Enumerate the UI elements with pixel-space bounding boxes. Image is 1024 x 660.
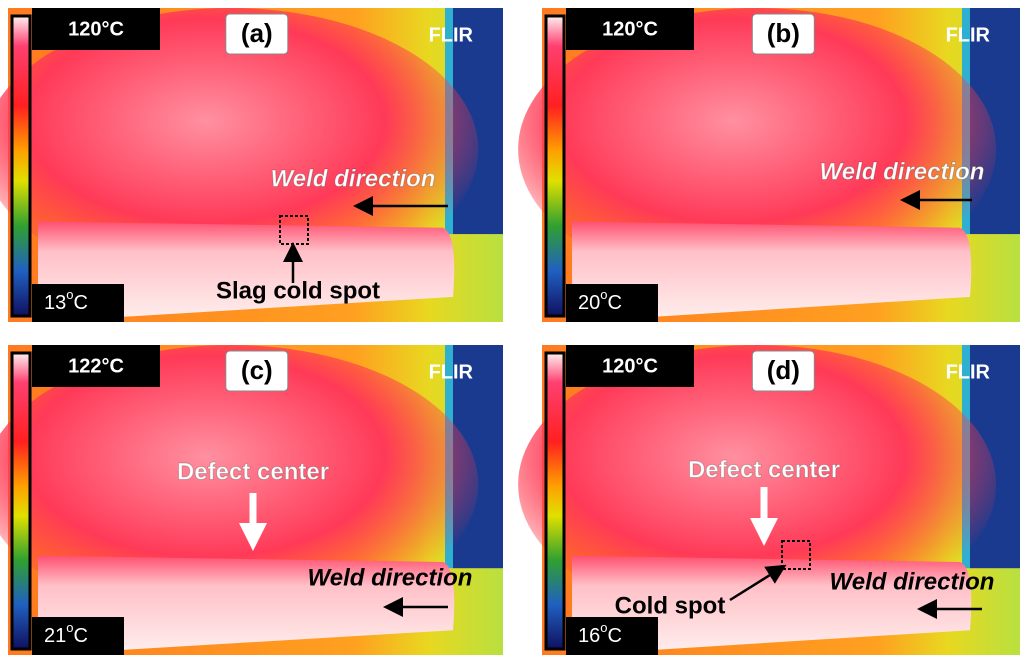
min-temp: 13oC <box>44 287 88 314</box>
min-temp: 20oC <box>578 287 622 314</box>
annotation: Defect center <box>688 456 840 483</box>
annotation: Weld direction <box>830 568 995 595</box>
min-temp-unit: C <box>73 292 87 314</box>
brand: FLIR <box>429 24 474 46</box>
thermal-panel: 120°C (b) FLIR 20oC Weld direction <box>518 8 1020 322</box>
annotation: Defect center <box>177 458 329 485</box>
panel-label: (c) <box>241 355 273 385</box>
min-temp-number: 16 <box>578 625 600 647</box>
annotation: Weld direction <box>308 564 473 591</box>
page: 120°C(a)FLIR13oCWeld directionSlag cold … <box>0 0 1024 660</box>
brand: FLIR <box>946 361 991 383</box>
min-temp-degree: o <box>600 620 607 635</box>
color-scale <box>546 16 564 316</box>
max-temp: 120°C <box>602 18 658 40</box>
figure: 120°C(a)FLIR13oCWeld directionSlag cold … <box>0 0 1024 660</box>
min-temp: 16oC <box>578 620 622 647</box>
annotation: Cold spot <box>615 592 726 619</box>
annotation: Slag cold spot <box>216 277 380 304</box>
brand: FLIR <box>429 361 474 383</box>
color-scale <box>12 16 30 316</box>
panel-label: (a) <box>241 18 273 48</box>
color-scale <box>12 353 30 649</box>
min-temp-unit: C <box>607 625 621 647</box>
annotation: Weld direction <box>820 158 985 185</box>
min-temp-degree: o <box>600 287 607 302</box>
min-temp-degree: o <box>66 287 73 302</box>
thermal-panel: 122°C (c) FLIR 21oC Defect center Weld direct… <box>0 345 503 655</box>
panel-label: (d) <box>767 355 800 385</box>
thermal-panel: 120°C (a) FLIR 13oC Weld direction Slag cold … <box>0 8 503 322</box>
thermal-panel: 120°C (d) FLIR 16oC Defect center Cold spot We… <box>518 345 1020 655</box>
max-temp: 122°C <box>68 355 124 377</box>
brand: FLIR <box>946 24 991 46</box>
min-temp-unit: C <box>73 625 87 647</box>
min-temp-degree: o <box>66 620 73 635</box>
max-temp: 120°C <box>602 355 658 377</box>
min-temp-number: 20 <box>578 292 600 314</box>
panel-label: (b) <box>767 18 800 48</box>
min-temp-number: 21 <box>44 625 66 647</box>
min-temp-number: 13 <box>44 292 66 314</box>
min-temp: 21oC <box>44 620 88 647</box>
max-temp: 120°C <box>68 18 124 40</box>
min-temp-unit: C <box>607 292 621 314</box>
color-scale <box>546 353 564 649</box>
annotation: Weld direction <box>271 165 436 192</box>
